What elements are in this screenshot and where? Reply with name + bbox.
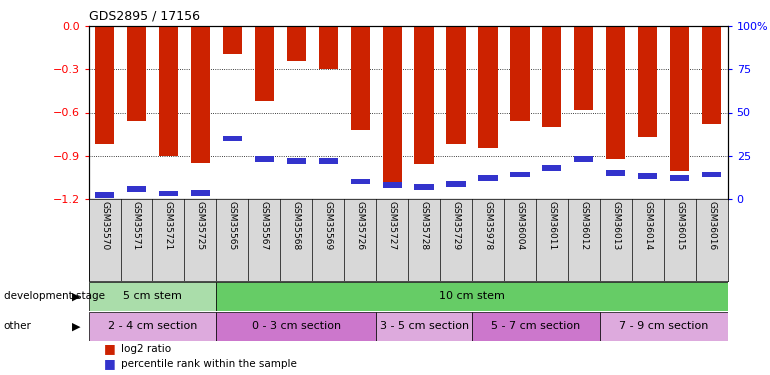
FancyBboxPatch shape bbox=[600, 312, 728, 340]
Text: GSM35565: GSM35565 bbox=[228, 201, 237, 250]
Text: other: other bbox=[4, 321, 32, 331]
Text: 2 - 4 cm section: 2 - 4 cm section bbox=[108, 321, 197, 331]
Text: GSM35567: GSM35567 bbox=[259, 201, 269, 250]
Text: GSM35728: GSM35728 bbox=[420, 201, 429, 250]
Bar bbox=[350, 178, 370, 184]
Bar bbox=[350, 26, 370, 130]
Bar bbox=[670, 26, 689, 171]
Bar bbox=[414, 26, 434, 164]
Bar bbox=[159, 26, 178, 156]
Bar bbox=[447, 181, 466, 187]
Bar bbox=[95, 26, 114, 144]
Bar bbox=[319, 26, 338, 69]
Bar bbox=[702, 26, 721, 124]
Text: 0 - 3 cm section: 0 - 3 cm section bbox=[252, 321, 341, 331]
Text: ▶: ▶ bbox=[72, 321, 81, 331]
Bar bbox=[478, 175, 497, 181]
Bar bbox=[127, 26, 146, 121]
Text: GSM35569: GSM35569 bbox=[323, 201, 333, 250]
Bar bbox=[191, 26, 210, 163]
Bar bbox=[255, 156, 274, 162]
Text: GSM36015: GSM36015 bbox=[675, 201, 685, 250]
Text: GSM36014: GSM36014 bbox=[643, 201, 652, 250]
Text: GSM35729: GSM35729 bbox=[451, 201, 460, 250]
Bar bbox=[542, 26, 561, 127]
FancyBboxPatch shape bbox=[376, 312, 472, 340]
Text: GSM35570: GSM35570 bbox=[100, 201, 109, 250]
Bar bbox=[670, 175, 689, 181]
Bar bbox=[478, 26, 497, 148]
Text: GSM35571: GSM35571 bbox=[132, 201, 141, 250]
Bar bbox=[95, 192, 114, 198]
Bar bbox=[286, 26, 306, 61]
Text: GSM36004: GSM36004 bbox=[515, 201, 524, 250]
Bar bbox=[638, 174, 658, 179]
Text: GSM35727: GSM35727 bbox=[387, 201, 397, 250]
Bar bbox=[447, 26, 466, 144]
Text: ▶: ▶ bbox=[72, 291, 81, 301]
Bar bbox=[159, 191, 178, 196]
Bar bbox=[574, 26, 594, 109]
Bar bbox=[286, 158, 306, 164]
Bar bbox=[542, 165, 561, 171]
Bar bbox=[414, 184, 434, 189]
Bar bbox=[383, 182, 402, 188]
Text: GSM35568: GSM35568 bbox=[292, 201, 301, 250]
Text: 10 cm stem: 10 cm stem bbox=[439, 291, 505, 301]
Text: ■: ■ bbox=[104, 357, 115, 370]
Bar bbox=[511, 172, 530, 177]
Text: GSM35721: GSM35721 bbox=[164, 201, 173, 250]
Bar bbox=[319, 158, 338, 164]
Text: log2 ratio: log2 ratio bbox=[121, 344, 171, 354]
FancyBboxPatch shape bbox=[89, 312, 216, 340]
Bar bbox=[191, 190, 210, 196]
Bar bbox=[511, 26, 530, 121]
FancyBboxPatch shape bbox=[216, 282, 728, 310]
Bar bbox=[574, 156, 594, 162]
Bar bbox=[606, 170, 625, 176]
Text: 5 - 7 cm section: 5 - 7 cm section bbox=[491, 321, 581, 331]
Text: GSM35726: GSM35726 bbox=[356, 201, 365, 250]
FancyBboxPatch shape bbox=[472, 312, 600, 340]
Bar bbox=[702, 172, 721, 177]
Bar bbox=[223, 26, 242, 54]
Text: percentile rank within the sample: percentile rank within the sample bbox=[121, 359, 296, 369]
Text: ■: ■ bbox=[104, 342, 115, 355]
Bar bbox=[638, 26, 658, 137]
FancyBboxPatch shape bbox=[89, 282, 216, 310]
Text: GSM36011: GSM36011 bbox=[547, 201, 557, 250]
Text: development stage: development stage bbox=[4, 291, 105, 301]
Text: GSM36012: GSM36012 bbox=[579, 201, 588, 250]
FancyBboxPatch shape bbox=[216, 312, 376, 340]
Text: 7 - 9 cm section: 7 - 9 cm section bbox=[619, 321, 708, 331]
Text: GSM35725: GSM35725 bbox=[196, 201, 205, 250]
Text: GSM36013: GSM36013 bbox=[611, 201, 621, 250]
Text: 3 - 5 cm section: 3 - 5 cm section bbox=[380, 321, 469, 331]
Text: GDS2895 / 17156: GDS2895 / 17156 bbox=[89, 9, 199, 22]
Text: GSM35978: GSM35978 bbox=[484, 201, 493, 250]
Bar bbox=[606, 26, 625, 159]
Bar bbox=[255, 26, 274, 101]
Bar bbox=[383, 26, 402, 182]
Bar bbox=[223, 135, 242, 141]
Text: 5 cm stem: 5 cm stem bbox=[123, 291, 182, 301]
Bar bbox=[127, 186, 146, 192]
Text: GSM36016: GSM36016 bbox=[707, 201, 716, 250]
